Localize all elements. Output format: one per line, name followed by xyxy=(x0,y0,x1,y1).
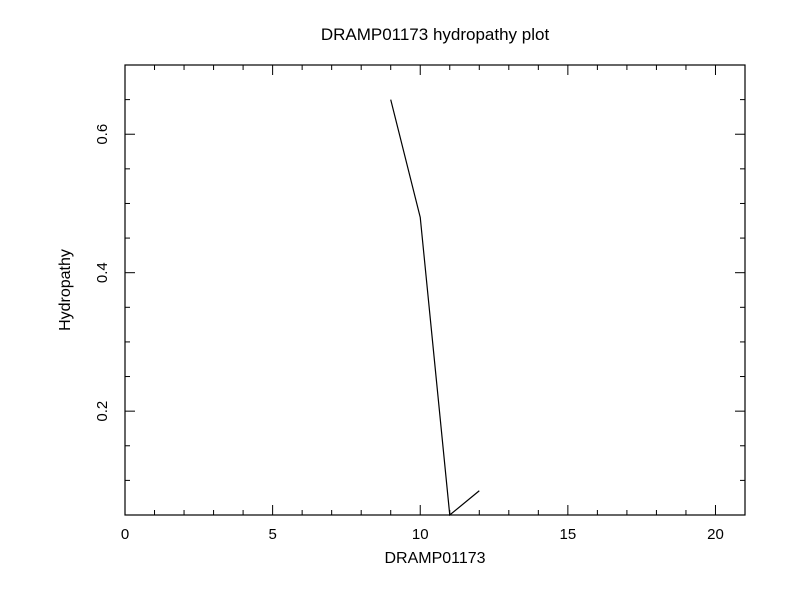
y-tick-label: 0.4 xyxy=(94,262,111,283)
plot-frame xyxy=(125,65,745,515)
data-line xyxy=(391,100,480,515)
hydropathy-chart: 0 5 10 15 20 0.2 0.4 0.6 DRAMP01173 hydropathy p… xyxy=(0,0,800,600)
x-tick-label: 5 xyxy=(268,526,276,543)
y-tick-label: 0.2 xyxy=(94,401,111,422)
chart-container: 0 5 10 15 20 0.2 0.4 0.6 DRAMP01173 hydropathy p… xyxy=(0,0,800,600)
x-tick-label: 0 xyxy=(121,526,129,543)
x-tick-label: 15 xyxy=(560,526,577,543)
x-tick-label: 10 xyxy=(412,526,429,543)
x-axis-label: DRAMP01173 xyxy=(384,550,485,567)
y-tick-label: 0.6 xyxy=(94,124,111,145)
x-tick-label: 20 xyxy=(707,526,724,543)
y-axis-label: Hydropathy xyxy=(57,249,74,331)
chart-title: DRAMP01173 hydropathy plot xyxy=(321,25,550,44)
